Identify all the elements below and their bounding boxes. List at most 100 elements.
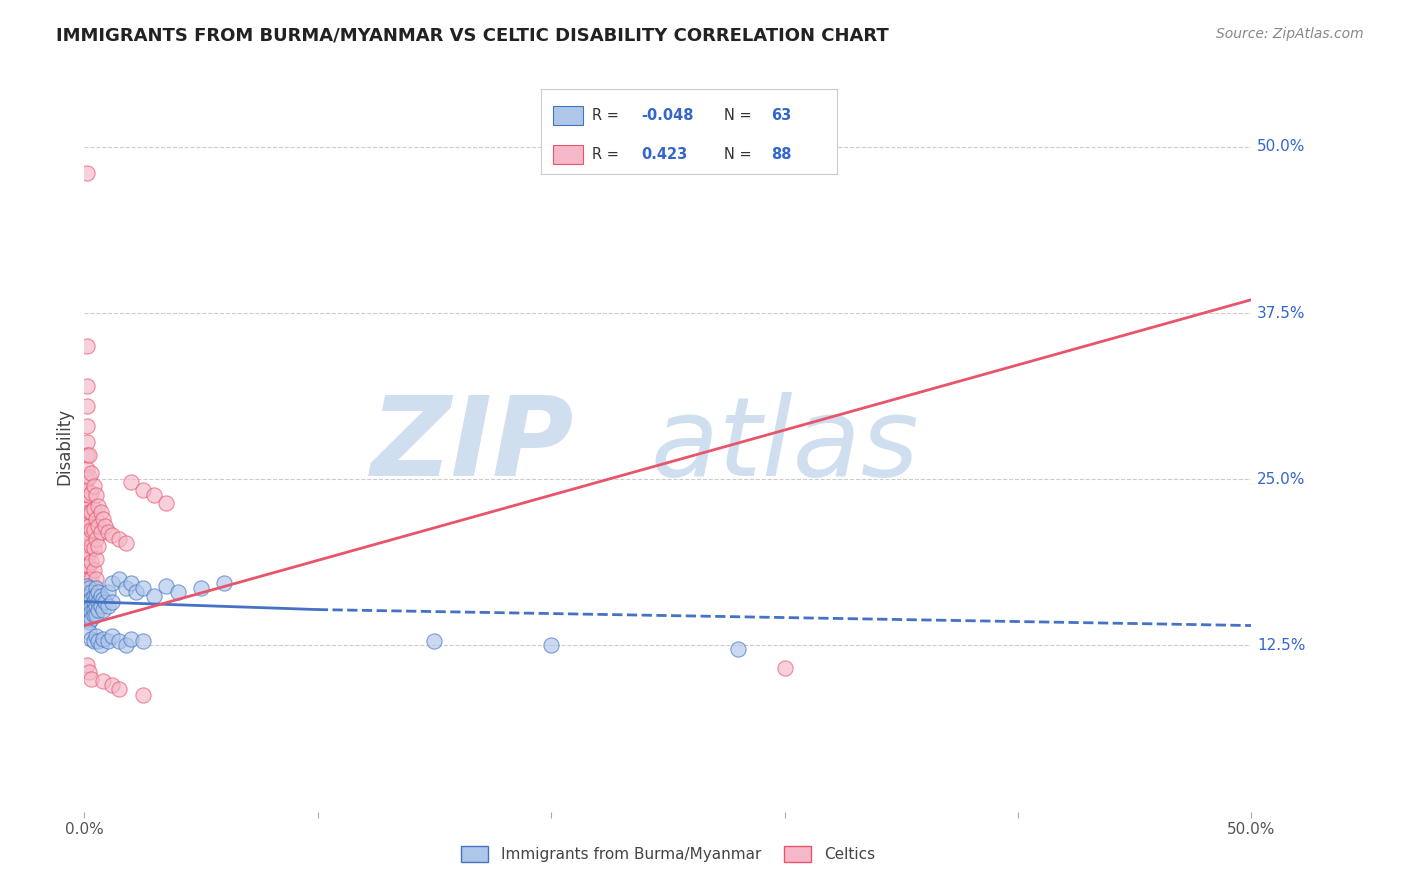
Point [76,472,98,486]
Point [76,532,98,546]
Point [120,576,142,591]
Point [77,594,100,608]
Text: atlas: atlas [650,392,920,500]
Point [76,501,98,516]
Point [76,612,98,626]
Point [83,602,105,616]
Point [80,612,103,626]
Point [77,518,100,533]
Point [76,605,98,619]
Point [76,579,98,593]
Point [101,528,124,542]
Point [77,469,100,483]
Point [132,688,155,702]
Point [84,552,107,566]
Point [155,579,177,593]
Point [77,607,100,622]
Point [84,629,107,643]
Bar [553,106,582,125]
Point [87,594,110,608]
Point [97,599,120,613]
Point [80,599,103,613]
Point [80,605,103,619]
Point [76,379,98,393]
Point [94,594,117,608]
Point [76,539,98,553]
Point [91,632,114,646]
Point [77,602,100,616]
Point [91,674,114,689]
Point [84,488,107,502]
Point [727,642,749,657]
Point [83,501,105,516]
Point [76,339,98,353]
Point [87,539,110,553]
Point [115,582,138,596]
Point [108,532,131,546]
Point [77,545,100,559]
Point [77,589,100,603]
Point [214,576,236,591]
Point [77,625,100,640]
Text: IMMIGRANTS FROM BURMA/MYANMAR VS CELTIC DISABILITY CORRELATION CHART: IMMIGRANTS FROM BURMA/MYANMAR VS CELTIC … [56,27,889,45]
Point [77,585,100,599]
Point [84,599,107,613]
Point [87,499,110,513]
Point [76,461,98,475]
Point [77,448,100,462]
Point [80,539,103,553]
Text: R =: R = [592,108,623,123]
Point [166,585,188,599]
Text: N =: N = [724,108,756,123]
Point [84,512,107,526]
Point [80,523,103,537]
Point [77,572,100,586]
Point [76,591,98,606]
Point [76,545,98,559]
Point [90,599,112,613]
Point [77,615,100,629]
Point [76,591,98,606]
Point [120,632,142,646]
Point [76,509,98,524]
Point [76,558,98,573]
Point [143,589,166,603]
Point [76,435,98,450]
Point [76,599,98,613]
Point [84,572,107,586]
Point [108,682,131,697]
Point [76,419,98,434]
Text: 63: 63 [772,108,792,123]
Point [77,665,100,679]
Point [76,552,98,566]
Point [101,678,124,692]
Point [87,634,110,648]
Text: N =: N = [724,147,756,162]
Point [76,492,98,507]
Point [77,488,100,502]
Text: 12.5%: 12.5% [1257,638,1306,653]
Point [83,589,105,603]
Point [80,605,103,619]
Point [76,605,98,619]
Point [84,607,107,622]
Point [80,591,103,606]
Point [76,585,98,599]
Point [76,517,98,532]
Point [120,475,142,489]
Point [76,599,98,613]
Point [77,558,100,573]
Point [76,166,98,180]
Point [83,582,105,596]
Text: ZIP: ZIP [371,392,575,500]
Point [77,599,100,613]
Y-axis label: Disability: Disability [55,408,73,484]
Point [190,582,212,596]
Point [80,585,103,599]
Point [94,518,117,533]
Point [132,483,155,497]
Point [143,488,166,502]
Point [76,579,98,593]
Point [83,634,105,648]
Point [540,639,562,653]
